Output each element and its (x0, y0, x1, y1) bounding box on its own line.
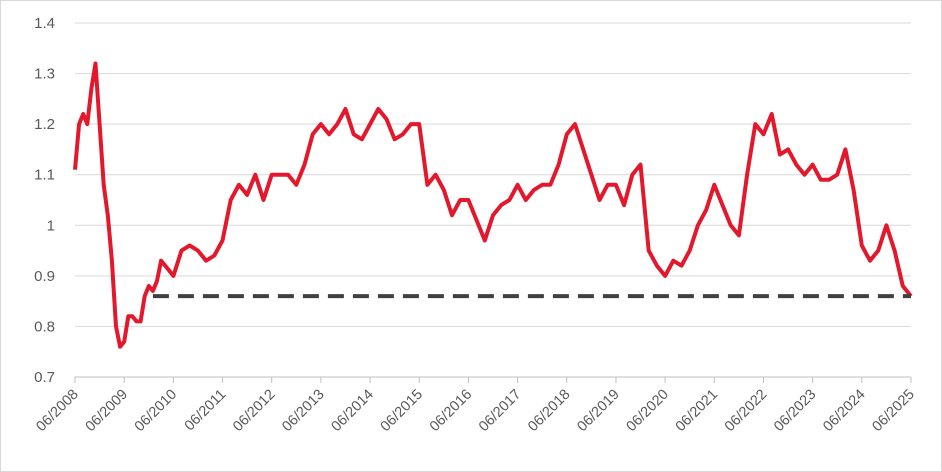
x-tick-label: 06/2016 (427, 387, 475, 435)
series-layer (73, 61, 913, 349)
x-tick-label: 06/2017 (476, 387, 524, 435)
x-axis (74, 376, 912, 383)
y-tick-label: 1 (47, 217, 55, 234)
x-tick-label: 06/2022 (722, 387, 770, 435)
x-tick-label: 06/2020 (624, 387, 672, 435)
x-tick-label: 06/2023 (771, 387, 819, 435)
x-tick-label: 06/2008 (33, 387, 81, 435)
series-line (73, 61, 913, 349)
x-tick-label: 06/2014 (329, 387, 377, 435)
x-tick-label: 06/2019 (574, 387, 622, 435)
x-tick-label: 06/2013 (279, 387, 327, 435)
x-tick-label: 06/2010 (132, 387, 180, 435)
x-tick-labels: 06/2008 06/2009 06/2010 06/2011 06/2012 06/20… (33, 387, 917, 435)
gridlines (75, 22, 911, 327)
x-tick-label: 06/2024 (820, 387, 868, 435)
y-tick-label: 1.2 (34, 116, 55, 133)
x-tick-label: 06/2009 (83, 387, 131, 435)
x-tick-label: 06/2012 (230, 387, 278, 435)
y-tick-labels: 0.7 0.8 0.9 1 1.1 1.2 1.3 1.4 (34, 15, 55, 386)
y-tick-label: 0.9 (34, 268, 55, 285)
x-tick-label: 06/2018 (525, 387, 573, 435)
y-tick-label: 1.3 (34, 66, 55, 83)
y-tick-label: 1.4 (34, 15, 55, 32)
x-tick-label: 06/2015 (378, 387, 426, 435)
y-tick-label: 0.7 (34, 369, 55, 386)
y-tick-label: 1.1 (34, 167, 55, 184)
y-tick-label: 0.8 (34, 318, 55, 335)
x-tick-label: 06/2021 (673, 387, 721, 435)
x-tick-label: 06/2011 (182, 387, 230, 435)
x-tick-label: 06/2025 (869, 387, 917, 435)
